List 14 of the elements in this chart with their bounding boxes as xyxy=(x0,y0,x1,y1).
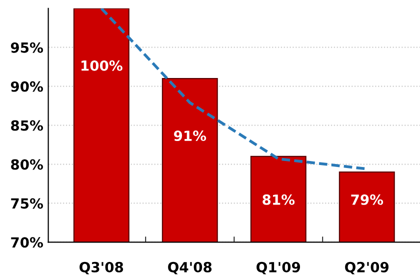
data-label: 81% xyxy=(262,194,295,205)
data-label: 91% xyxy=(174,130,206,142)
y-tick-label: 85% xyxy=(11,120,43,131)
x-tick-label: Q1'09 xyxy=(256,262,300,274)
data-label: 100% xyxy=(82,60,122,71)
x-tick-label: Q4'08 xyxy=(168,262,212,274)
y-tick-label: 95% xyxy=(10,42,43,53)
x-tick-label: Q2'09 xyxy=(345,262,389,274)
data-label: 79% xyxy=(351,194,384,205)
y-tick-label: 70% xyxy=(11,237,43,248)
y-tick-label: 80% xyxy=(11,159,43,170)
x-tick-label: Q3'08 xyxy=(80,262,124,274)
y-tick-label: 75% xyxy=(11,198,43,209)
y-tick-label: 90% xyxy=(10,81,43,92)
